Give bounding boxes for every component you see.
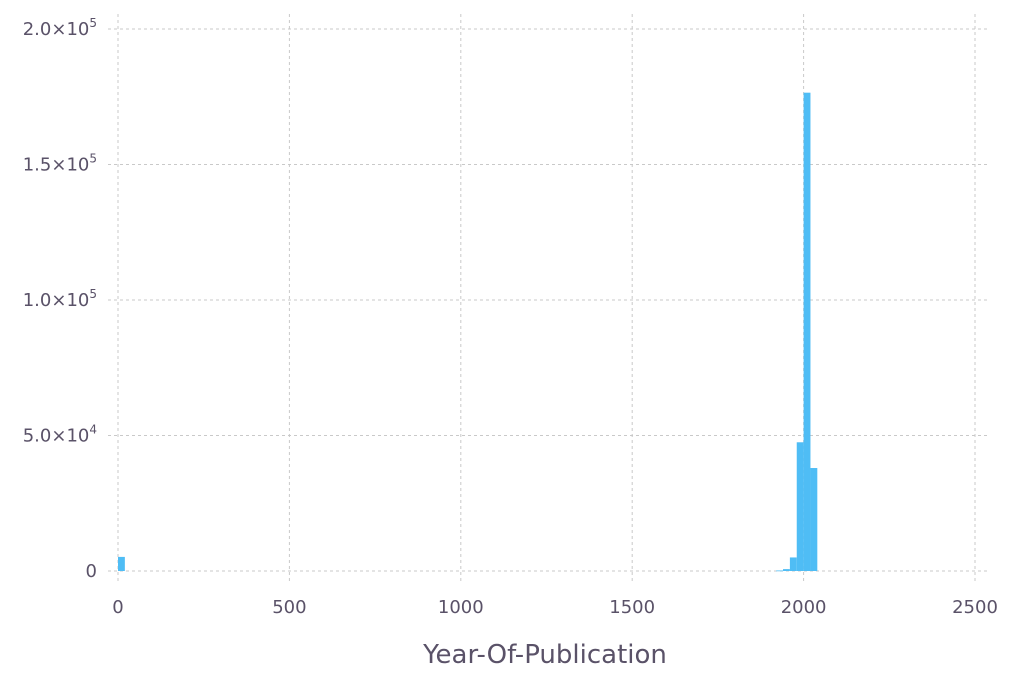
histogram-bar: [803, 92, 811, 571]
y-tick-label: 1.5×105: [23, 152, 97, 176]
x-tick-label: 2500: [952, 597, 998, 618]
histogram-bar: [776, 570, 784, 572]
y-tick-label: 2.0×105: [23, 16, 97, 40]
x-tick-label: 1500: [609, 597, 655, 618]
x-tick-label: 1000: [438, 597, 484, 618]
grid: [108, 14, 990, 583]
histogram-bar: [796, 442, 804, 571]
y-tick-label: 1.0×105: [23, 287, 97, 311]
histogram-bar: [789, 557, 797, 571]
histogram-bar: [810, 468, 818, 571]
y-tick-label: 5.0×104: [23, 423, 97, 447]
x-tick-label: 500: [272, 597, 306, 618]
histogram-bar: [118, 556, 125, 571]
histogram-bar: [783, 569, 790, 571]
x-axis-title: Year-Of-Publication: [422, 640, 667, 670]
x-tick-label: 2000: [781, 597, 827, 618]
x-tick-label: 0: [112, 597, 123, 618]
bars: [118, 92, 818, 572]
tick-labels: 0 5.0×104 1.0×105 1.5×105 2.0×105 0 500 1000 150…: [23, 16, 998, 618]
y-tick-label: 0: [86, 561, 97, 582]
